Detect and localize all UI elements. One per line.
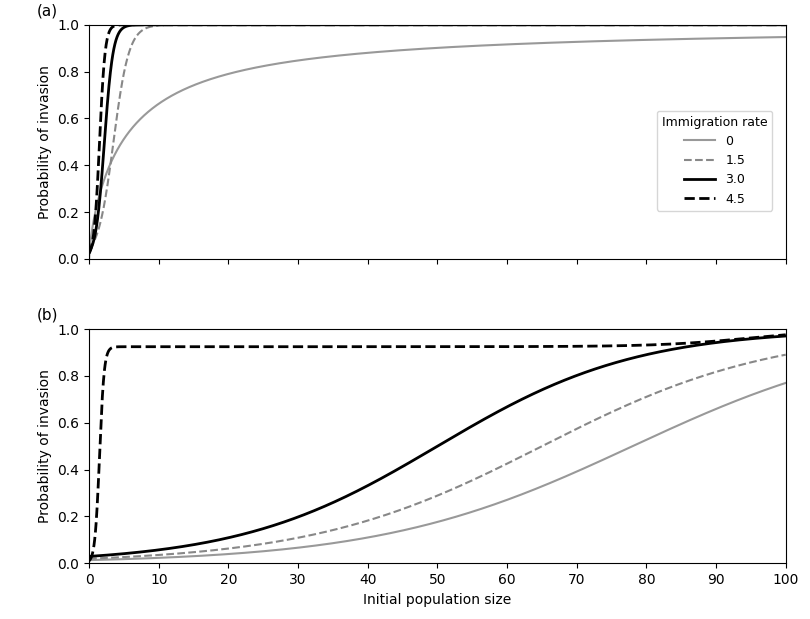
Legend: 0, 1.5, 3.0, 4.5: 0, 1.5, 3.0, 4.5: [657, 111, 773, 210]
X-axis label: Initial population size: Initial population size: [363, 592, 512, 607]
Y-axis label: Probability of invasion: Probability of invasion: [38, 370, 52, 523]
Text: (a): (a): [37, 3, 58, 19]
Y-axis label: Probability of invasion: Probability of invasion: [38, 65, 52, 219]
Text: (b): (b): [37, 308, 58, 322]
